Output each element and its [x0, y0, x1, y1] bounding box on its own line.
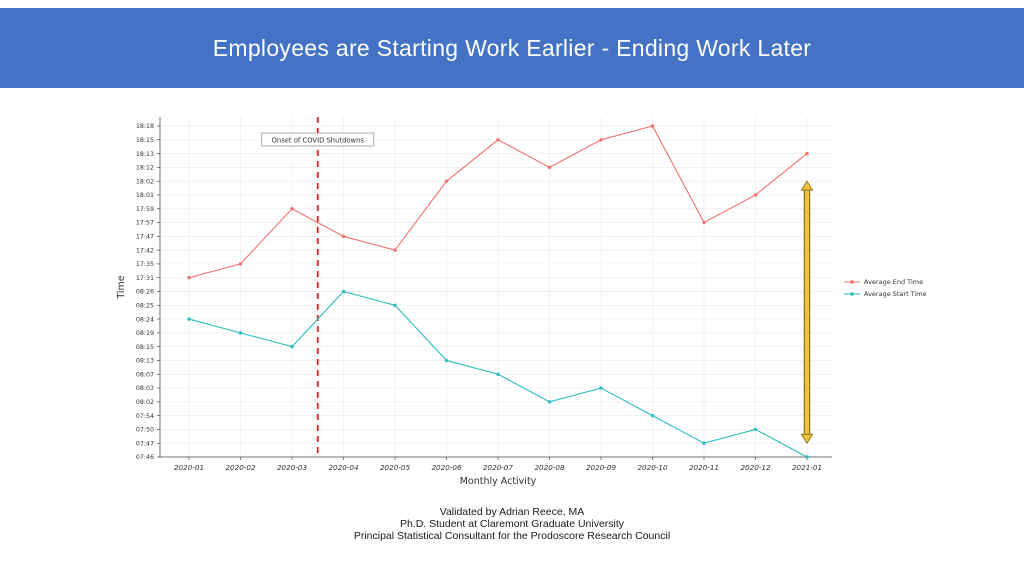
data-point [599, 386, 603, 390]
y-tick-label: 18:15 [136, 137, 154, 144]
data-point [238, 331, 243, 335]
data-point [650, 124, 655, 128]
y-tick-label: 08:02 [136, 399, 154, 406]
legend-key-point [850, 292, 854, 296]
plot-panel [160, 117, 832, 457]
data-point [805, 151, 809, 156]
data-point [599, 138, 603, 142]
data-point [341, 234, 346, 239]
data-point [444, 358, 449, 363]
y-tick-label: 07:50 [136, 427, 154, 434]
x-tick-label: 2020-10 [637, 463, 667, 472]
y-tick-label: 08:25 [136, 302, 154, 309]
x-tick-label: 2020-09 [586, 463, 616, 472]
y-tick-label: 18:13 [136, 151, 154, 158]
data-point [753, 427, 758, 432]
y-tick-label: 08:19 [136, 330, 154, 337]
x-tick-label: 2021-01 [792, 463, 822, 472]
x-tick-label: 2020-12 [740, 463, 770, 472]
data-point [547, 400, 552, 404]
data-point [753, 193, 758, 197]
title-banner: Employees are Starting Work Earlier - En… [0, 8, 1024, 88]
y-tick-label: 07:47 [136, 440, 154, 447]
y-tick-label: 17:31 [136, 275, 154, 282]
data-point [238, 262, 243, 266]
slide-title: Employees are Starting Work Earlier - En… [212, 34, 812, 61]
x-tick-label: 2020-02 [225, 463, 255, 472]
y-tick-label: 18:02 [136, 178, 154, 185]
x-tick-label: 2020-04 [328, 463, 358, 472]
data-point [290, 207, 294, 211]
y-tick-label: 17:35 [136, 261, 154, 268]
y-tick-label: 08:24 [136, 316, 154, 323]
data-point [496, 138, 500, 142]
x-axis-title: Monthly Activity [460, 476, 537, 487]
data-point [187, 317, 191, 321]
y-tick-label: 18:01 [136, 192, 154, 199]
y-tick-label: 07:54 [136, 413, 154, 420]
x-tick-label: 2020-05 [380, 463, 410, 472]
data-point [444, 179, 449, 183]
x-tick-label: 2020-07 [483, 463, 513, 472]
y-tick-label: 08:26 [136, 289, 154, 296]
x-tick-label: 2020-03 [277, 463, 307, 472]
data-point [702, 441, 706, 445]
data-point [496, 372, 500, 376]
footer-line-2: Ph.D. Student at Claremont Graduate Univ… [399, 518, 625, 530]
annotation-label: Onset of COVID Shutdowns [272, 137, 365, 145]
data-point [393, 303, 397, 307]
y-tick-label: 08:07 [136, 371, 154, 378]
y-tick-label: 08:15 [136, 344, 154, 351]
y-tick-label: 17:57 [136, 220, 154, 227]
x-tick-label: 2020-01 [174, 463, 204, 472]
annotation-box [261, 132, 375, 147]
data-point [650, 413, 655, 418]
y-tick-label: 17:59 [136, 206, 154, 213]
x-tick-label: 2020-11 [689, 463, 719, 472]
chart-area: Onset of COVID Shutdowns 18:18 18:15 18:13 1… [110, 112, 940, 502]
legend-label: Average Start Time [864, 290, 927, 298]
data-point [702, 220, 706, 225]
y-tick-label: 17:47 [136, 234, 154, 241]
y-tick-label: 08:03 [136, 385, 154, 392]
footer-credits: Validated by Adrian Reece, MA Ph.D. Stud… [0, 506, 1024, 542]
footer-line-3: Principal Statistical Consultant for the… [353, 530, 671, 542]
data-point [547, 165, 552, 170]
span-arrow-head-top [800, 180, 814, 191]
y-tick-label: 17:42 [136, 247, 154, 254]
footer-line-1: Validated by Adrian Reece, MA [439, 506, 585, 518]
y-tick-label: 07:46 [136, 454, 154, 461]
legend-key-point [850, 280, 854, 284]
x-tick-label: 2020-06 [431, 463, 461, 472]
y-tick-label: 18:12 [136, 165, 154, 172]
data-point [805, 455, 809, 459]
span-arrow-head-bottom [800, 433, 814, 445]
y-tick-label: 18:18 [136, 123, 154, 130]
line-chart: Onset of COVID Shutdowns 18:18 18:15 18:13 1… [116, 117, 927, 487]
y-axis-title: Time [116, 275, 127, 299]
legend-label: Average End Time [864, 278, 923, 286]
data-point [393, 248, 397, 252]
x-tick-label: 2020-08 [534, 463, 564, 472]
y-tick-label: 08:13 [136, 358, 154, 365]
data-point [341, 289, 346, 294]
data-point [290, 344, 294, 349]
data-point [187, 276, 191, 280]
